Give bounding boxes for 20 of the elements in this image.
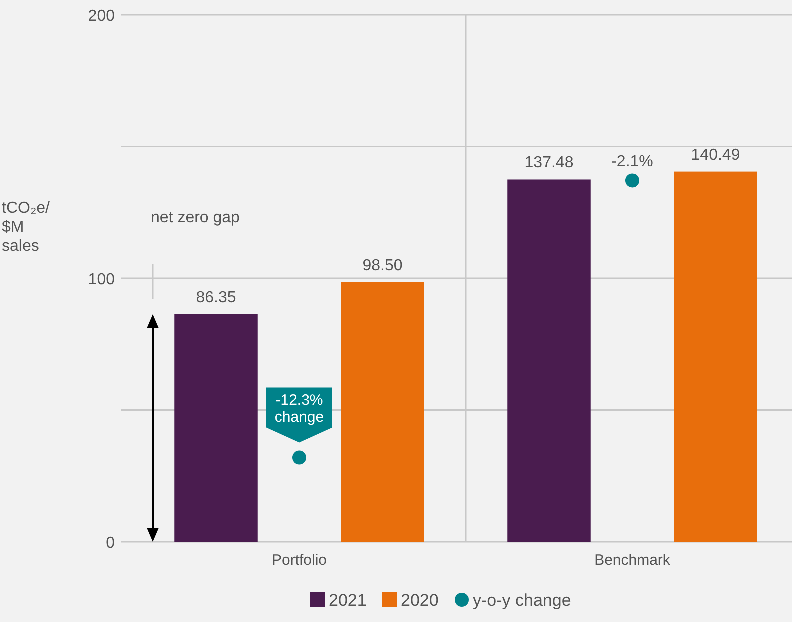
y-axis-title: tCO₂e/ $M sales [2,200,51,255]
legend-label: 2021 [329,591,367,610]
data-label: 137.48 [524,154,574,172]
data-label: -12.3% change [274,392,324,426]
x-tick-label: Benchmark [594,552,671,569]
legend-label: 2020 [401,591,439,610]
bar [341,282,424,542]
y-tick-label: 100 [88,272,116,288]
data-label: 140.49 [691,146,740,164]
data-label: 86.35 [196,289,236,306]
data-label: -2.1% [612,154,654,171]
annotation: net zero gap [151,209,240,226]
bar [674,172,758,542]
x-tick-label: Portfolio [272,552,328,569]
legend-label: y-o-y change [473,591,572,610]
y-tick-label: 0 [106,535,116,552]
data-label: 98.50 [362,257,403,274]
y-tick-label: 200 [88,8,116,25]
bar [174,314,258,542]
bar [508,180,591,542]
